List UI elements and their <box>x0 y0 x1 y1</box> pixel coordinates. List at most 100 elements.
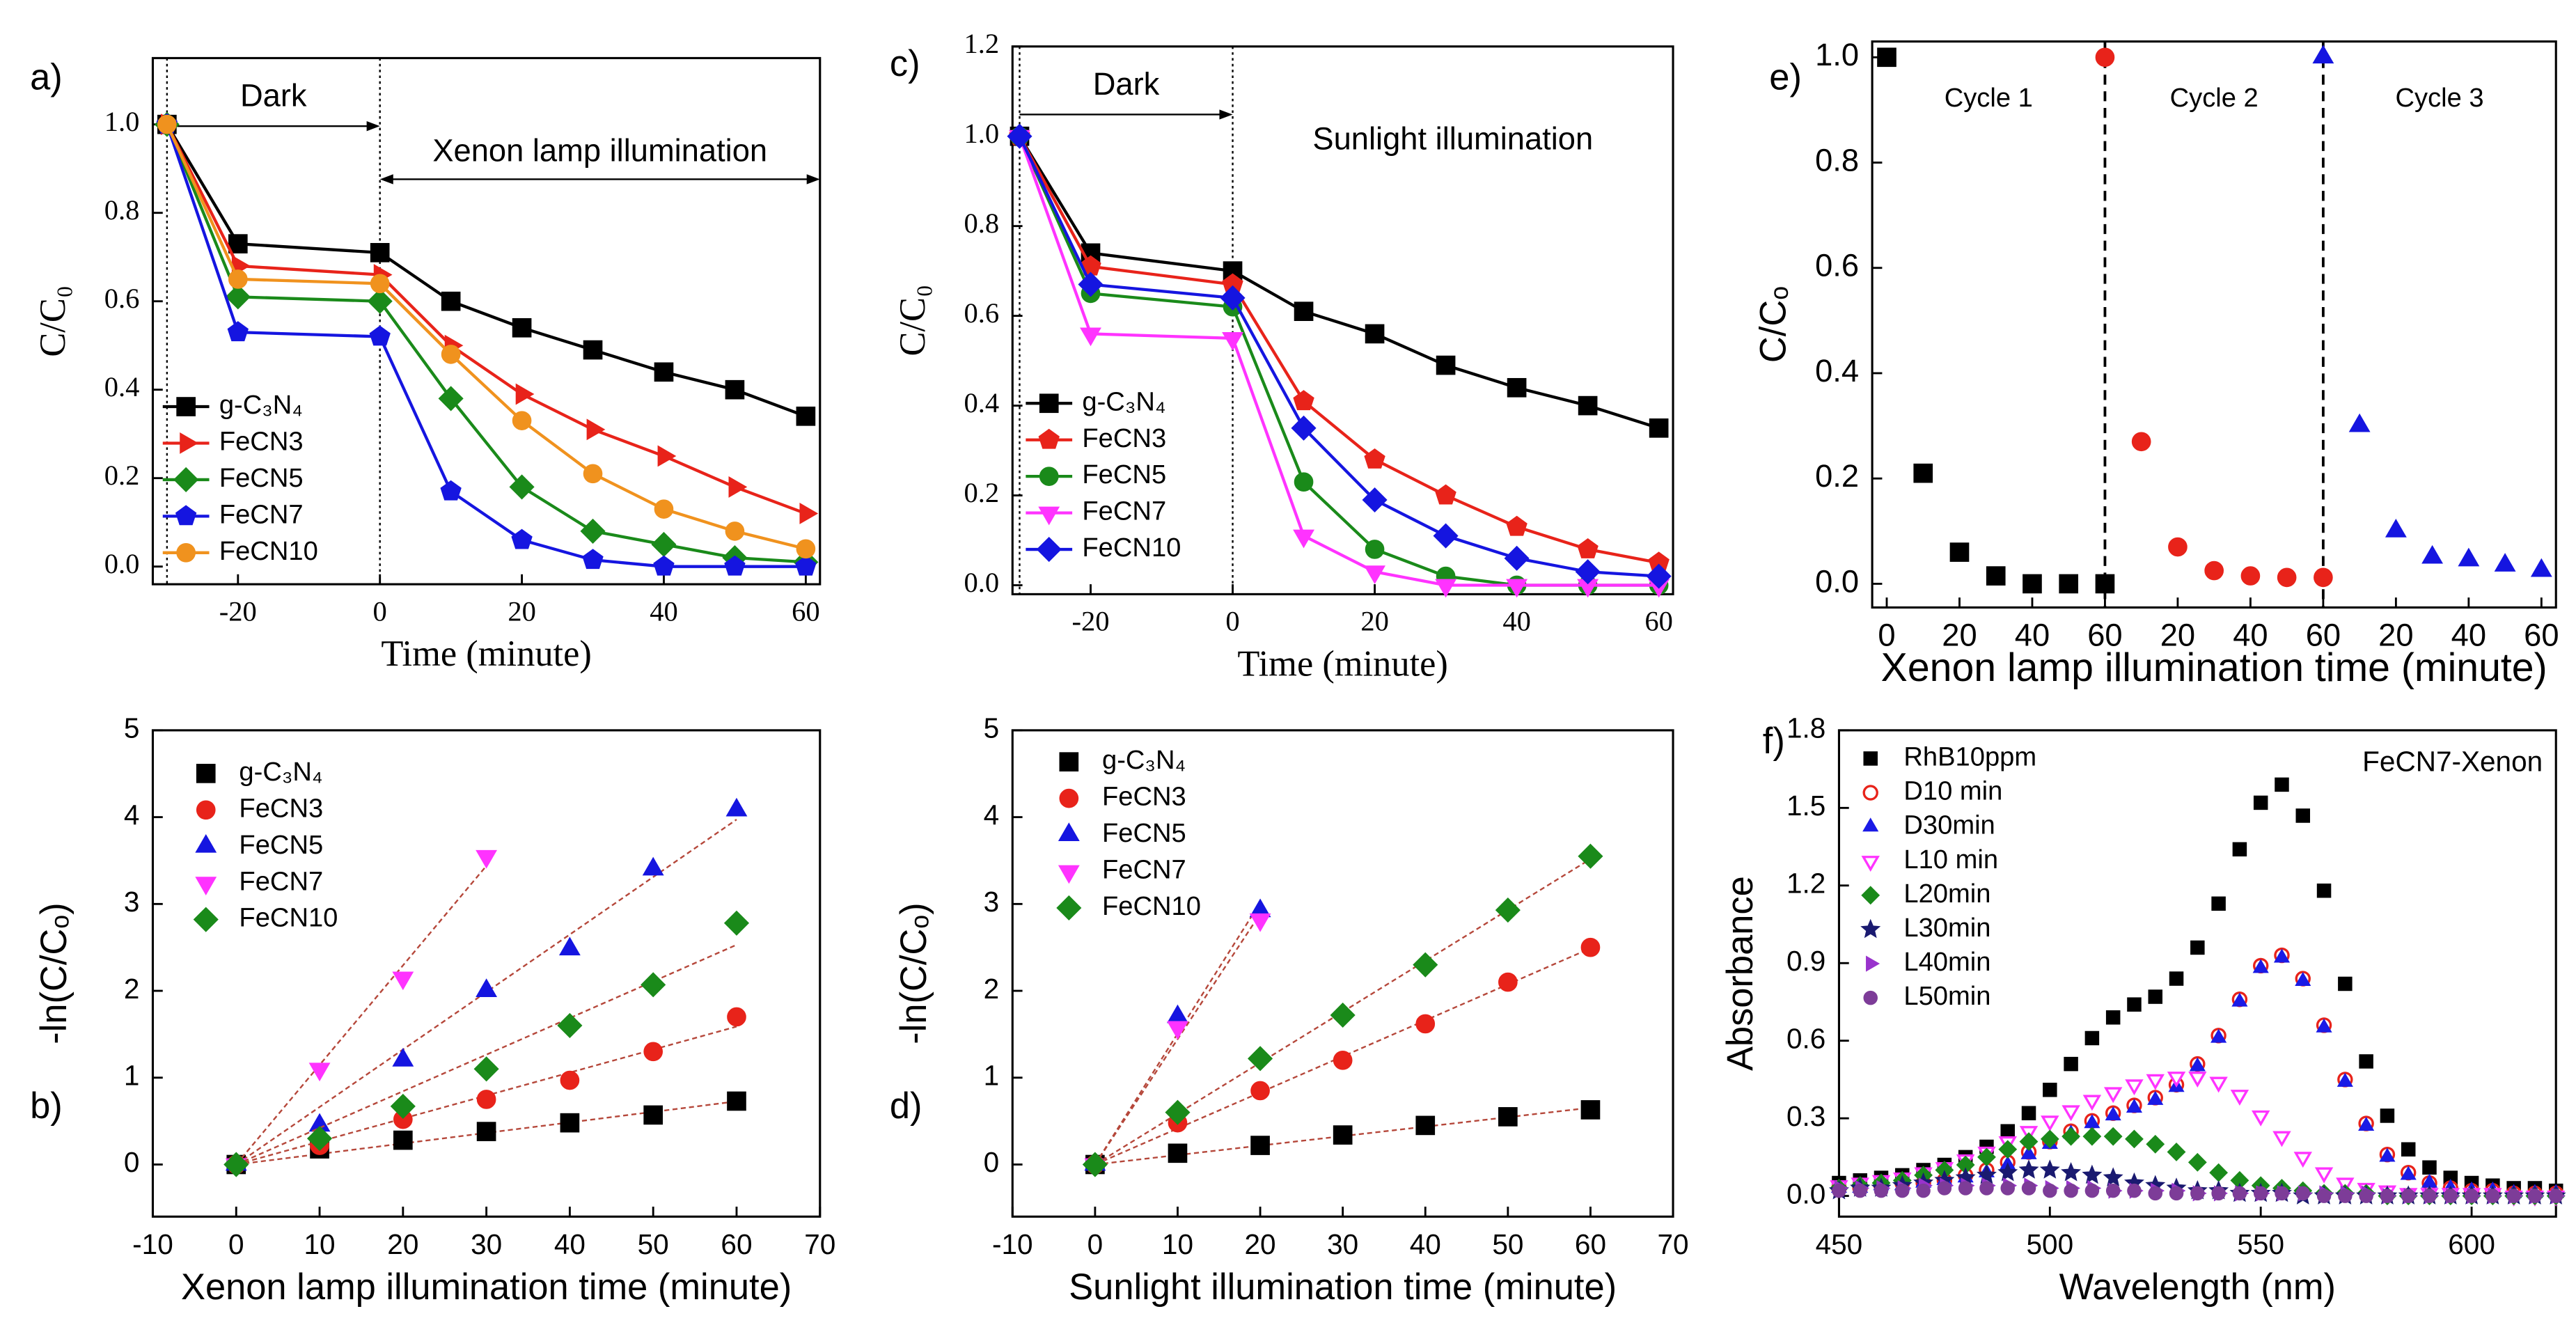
data-point <box>512 317 532 338</box>
data-point <box>2021 1106 2036 1120</box>
data-point <box>2338 976 2353 991</box>
data-point <box>2189 1057 2206 1072</box>
panel: e) 0 20 40 60 20 40 60 20 40 60 0.0 0.2 0.4 0.6 0.8 1.0 X… <box>1754 37 2559 690</box>
annotation: Dark <box>1093 66 1160 102</box>
data-point <box>2039 1159 2060 1179</box>
plot-frame <box>151 56 822 586</box>
y-tick-label: 0.0 <box>1815 563 1859 599</box>
data-point <box>476 978 498 997</box>
legend-marker <box>1863 990 1878 1005</box>
data-point <box>2421 544 2444 564</box>
legend-label: FeCN7 <box>1082 496 1166 526</box>
data-point <box>2494 553 2516 572</box>
data-point <box>583 464 603 484</box>
plot-frame <box>1011 45 1674 595</box>
data-point <box>2273 948 2291 963</box>
data-point <box>2359 1189 2373 1203</box>
data-point <box>1997 1161 2018 1182</box>
x-tick-label: 50 <box>638 1228 669 1260</box>
y-tick-label: 4 <box>124 799 140 831</box>
data-point <box>2167 1143 2186 1161</box>
data-point <box>1250 1136 1270 1155</box>
data-point <box>1415 1115 1436 1136</box>
data-point <box>2401 1189 2416 1203</box>
data-point <box>2059 574 2079 594</box>
legend-label: g-C₃N₄ <box>1082 386 1165 416</box>
data-point <box>2464 1189 2479 1203</box>
x-tick-label: 20 <box>387 1228 418 1260</box>
data-point <box>2548 1189 2563 1203</box>
data-point <box>367 288 393 314</box>
data-point <box>392 971 414 991</box>
data-point <box>440 480 462 501</box>
data-point <box>2253 795 2268 810</box>
data-point <box>2190 940 2205 955</box>
data-point <box>225 284 251 310</box>
data-point <box>1293 390 1314 411</box>
y-tick-label: 0.6 <box>1815 248 1859 283</box>
x-tick-label: 550 <box>2237 1228 2284 1260</box>
panel-label: d) <box>890 1086 922 1127</box>
x-axis-label: Time (minute) <box>381 634 592 674</box>
data-point <box>2061 1105 2080 1122</box>
data-point <box>2167 1072 2186 1088</box>
data-point <box>1949 542 1970 562</box>
data-point <box>1504 545 1530 571</box>
legend-label: D10 min <box>1903 776 2002 806</box>
x-tick-label: 50 <box>1492 1228 1523 1260</box>
data-point <box>2146 1074 2165 1090</box>
data-point <box>1986 566 2006 586</box>
data-point <box>1330 1002 1356 1028</box>
legend-label: D30min <box>1903 810 1995 840</box>
data-point <box>651 531 677 558</box>
data-point <box>369 325 391 346</box>
data-point <box>370 243 390 262</box>
data-point <box>725 379 745 400</box>
data-point <box>1998 1140 2018 1159</box>
data-point <box>727 1091 746 1111</box>
x-tick-label: -10 <box>132 1228 173 1260</box>
data-point <box>2277 567 2297 588</box>
data-point <box>2295 808 2311 823</box>
data-point <box>2359 1054 2373 1069</box>
x-tick-label: 0 <box>1225 606 1239 637</box>
legend-marker <box>1039 467 1059 486</box>
x-tick-label: 70 <box>804 1228 835 1260</box>
data-point <box>1649 418 1669 438</box>
data-point <box>727 1007 746 1027</box>
legend-marker <box>1059 752 1079 771</box>
data-point <box>2275 777 2289 792</box>
data-point <box>2209 1163 2229 1182</box>
data-point <box>1874 1183 1889 1198</box>
data-point <box>2211 896 2226 911</box>
data-point <box>223 1152 249 1177</box>
legend-marker <box>1056 895 1082 921</box>
series-line <box>1018 135 1660 430</box>
data-point <box>2105 1106 2121 1121</box>
data-point <box>2082 1164 2103 1184</box>
panel-label: c) <box>890 44 920 84</box>
y-tick-label: 0.6 <box>964 297 1000 329</box>
data-point <box>2125 1129 2144 1149</box>
y-tick-label: 1 <box>984 1059 1000 1091</box>
annotation: Dark <box>240 78 307 113</box>
x-axis-label: Xenon lamp illumination time (minute) <box>181 1267 792 1308</box>
data-point <box>2380 1108 2395 1123</box>
y-tick-label: 0.2 <box>964 477 1000 508</box>
data-point <box>641 972 666 998</box>
data-point <box>1913 463 1933 483</box>
data-point <box>1250 1081 1270 1101</box>
data-point <box>2422 1189 2437 1203</box>
data-point <box>2295 971 2311 986</box>
data-point <box>1333 1051 1353 1070</box>
data-point <box>2064 1183 2078 1198</box>
y-tick-label: 0.2 <box>104 460 140 491</box>
x-tick-label: 30 <box>471 1228 502 1260</box>
data-point <box>2041 1115 2059 1132</box>
data-point <box>441 345 461 364</box>
data-point <box>1506 579 1528 598</box>
data-point <box>1577 538 1599 558</box>
legend-marker <box>176 397 196 416</box>
fit-line <box>235 865 487 1166</box>
y-tick-label: 1.8 <box>1786 712 1825 744</box>
